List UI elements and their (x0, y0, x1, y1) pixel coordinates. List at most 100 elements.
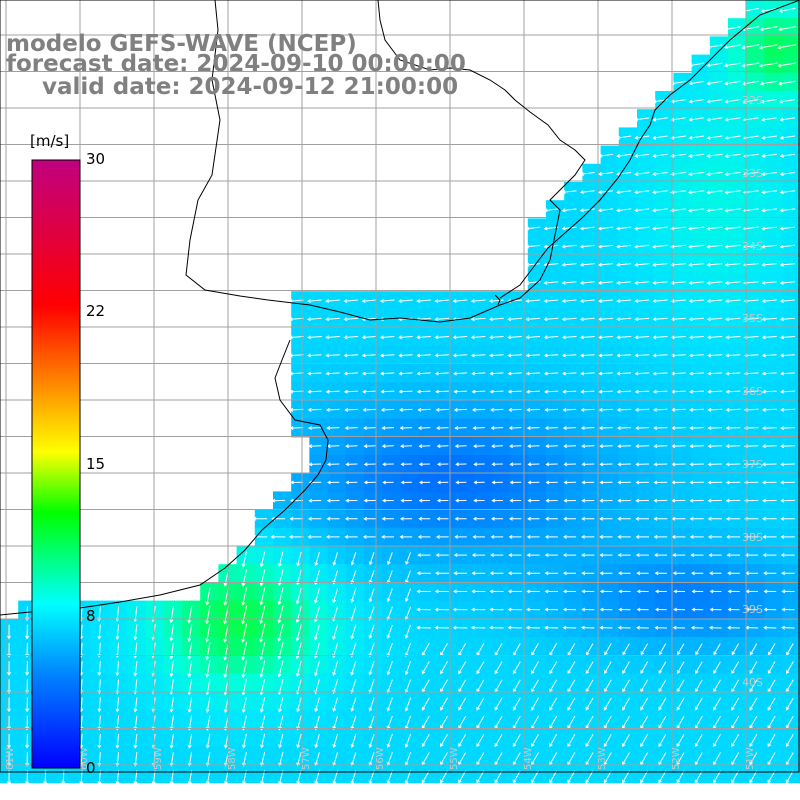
wind-arrow (708, 390, 723, 393)
wind-arrow-head (133, 781, 138, 785)
wind-arrow (297, 733, 302, 748)
wind-arrow-head (471, 353, 475, 358)
wind-arrow (635, 208, 650, 212)
wind-arrow (188, 770, 193, 785)
wind-arrow-head (525, 317, 530, 322)
wind-arrow (527, 408, 540, 411)
wind-arrow (62, 770, 65, 785)
wind-arrow-head (724, 280, 729, 285)
wind-arrow-head (454, 534, 459, 539)
wind-arrow (297, 551, 302, 566)
wind-arrow-head (223, 744, 228, 749)
wind-arrow-head (635, 534, 640, 539)
wind-arrow (260, 605, 266, 624)
wind-arrow-head (622, 651, 626, 656)
wind-arrow-head (289, 389, 294, 394)
wind-arrow (604, 643, 612, 655)
wind-arrow-head (562, 371, 566, 376)
wind-arrow (508, 372, 522, 375)
wind-arrow-head (781, 607, 786, 612)
wind-arrow (653, 372, 668, 375)
wind-arrow (98, 606, 101, 621)
wind-arrow (708, 372, 723, 375)
wind-arrow-head (688, 262, 693, 267)
wind-arrow (635, 190, 650, 193)
wind-arrow (562, 226, 577, 230)
wind-arrow (581, 390, 595, 393)
wind-arrow-head (434, 335, 439, 340)
wind-arrow (351, 733, 357, 748)
lat-lon-grid (0, 0, 800, 772)
wind-arrow (725, 226, 741, 230)
wind-arrow-head (744, 534, 749, 539)
title-valid-date: valid date: 2024-09-12 21:00:00 (42, 74, 459, 100)
wind-arrow (658, 697, 667, 711)
wind-arrow-head (652, 389, 657, 394)
wind-arrow-head (509, 516, 513, 521)
wind-arrow-head (749, 743, 753, 748)
wind-arrow-head (491, 498, 496, 503)
lon-label-54w: 54W (523, 747, 534, 770)
wind-arrow-head (780, 335, 784, 340)
wind-arrow-head (490, 534, 495, 539)
wind-arrow-head (731, 706, 735, 711)
wind-arrow-head (761, 353, 766, 358)
wind-arrow-head (634, 280, 639, 285)
wind-arrow-head (382, 480, 387, 485)
wind-arrow (713, 679, 721, 692)
wind-arrow-head (713, 670, 717, 674)
wind-arrow-head (133, 708, 138, 713)
wind-arrow-head (361, 371, 366, 376)
wind-arrow-head (688, 117, 693, 122)
wind-arrow (242, 697, 247, 713)
wind-arrow-head (363, 462, 368, 467)
wind-arrow-head (653, 407, 657, 412)
wind-arrow-head (763, 625, 767, 630)
wind-arrow (567, 734, 576, 747)
wind-arrow (599, 354, 613, 357)
wind-arrow (421, 770, 430, 783)
wind-arrow (476, 643, 485, 656)
wind-arrow (598, 190, 613, 193)
wind-arrow (580, 354, 595, 357)
wind-arrow-head (205, 744, 210, 749)
wind-arrow (351, 715, 357, 730)
wind-arrow (671, 263, 686, 266)
wind-arrow (762, 317, 777, 320)
wind-arrow-head (418, 462, 423, 467)
wind-arrow (617, 208, 632, 212)
wind-arrow-head (326, 462, 331, 467)
wind-arrow-head (694, 706, 699, 711)
wind-arrow (744, 372, 759, 375)
wind-arrow (278, 697, 284, 712)
wind-arrow-head (223, 691, 228, 696)
wind-arrow-head (277, 637, 282, 642)
wind-arrow-head (435, 407, 440, 412)
wind-arrow-head (436, 498, 441, 503)
wind-arrow (603, 770, 612, 783)
wind-arrow (671, 80, 686, 85)
wind-arrow (405, 733, 412, 748)
wind-arrow (761, 7, 778, 12)
wind-arrow-head (741, 81, 746, 86)
wind-arrow (369, 606, 375, 621)
wind-arrow (676, 679, 685, 692)
wind-arrow (636, 445, 650, 447)
wind-arrow-head (525, 353, 530, 358)
wind-arrow (689, 80, 705, 85)
wind-arrow-head (526, 589, 531, 594)
wind-arrow-head (640, 706, 644, 711)
wind-arrow (405, 552, 411, 565)
wind-arrow (454, 408, 467, 411)
wind-arrow-head (634, 353, 639, 358)
wind-arrow-head (525, 262, 530, 267)
wind-arrow-head (561, 262, 566, 267)
colorbar-tick-0: 0 (86, 759, 96, 777)
wind-arrow (527, 427, 540, 429)
wind-arrow-head (652, 226, 657, 231)
wind-arrow-head (307, 389, 312, 394)
wind-arrow-head (476, 743, 480, 748)
wind-arrow-head (579, 262, 584, 267)
wind-arrow-head (43, 781, 48, 786)
wind-arrow (762, 336, 777, 338)
